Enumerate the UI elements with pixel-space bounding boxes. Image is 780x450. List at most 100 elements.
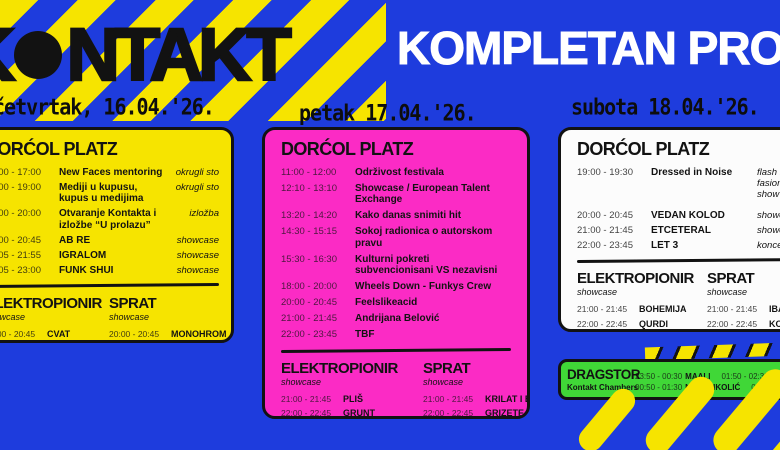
diagonal-stripes-decoration bbox=[0, 0, 386, 121]
sub-venues: ELEKTROPIONIR showcase 21:00 - 21:45 BOH… bbox=[577, 270, 780, 329]
day2-date-header: petak 17.04.'26. bbox=[299, 99, 477, 126]
event-time: 22:05 - 23:00 bbox=[0, 264, 41, 276]
venue-title-dorcol-platz: DORĆOL PLATZ bbox=[281, 139, 414, 159]
main-event-list: 16:00 - 17:00 New Faces mentoring okrugl… bbox=[0, 167, 219, 277]
day1-program-card: DORĆOL PLATZ 16:00 - 17:00 New Faces men… bbox=[0, 127, 234, 343]
event-time: 20:00 - 20:45 bbox=[281, 297, 337, 309]
event-tag: showcase bbox=[757, 209, 780, 221]
event-time: 14:30 - 15:15 bbox=[281, 226, 337, 238]
event-name: GRIZETE bbox=[485, 408, 525, 419]
event-row: 16:00 - 17:00 New Faces mentoring okrugl… bbox=[0, 167, 219, 179]
kontakt-chambers-venue: Kontakt Chambers bbox=[567, 382, 639, 392]
event-name: Dressed in Noise bbox=[651, 166, 733, 178]
event-time: 18:00 - 19:00 bbox=[0, 181, 41, 193]
event-row: 13:20 - 14:20 Kako danas snimiti hit bbox=[281, 210, 511, 222]
event-tag: izložba bbox=[189, 208, 219, 220]
sub-venue-label: showcase bbox=[577, 287, 618, 298]
day2-program-card: DORĆOL PLATZ 11:00 - 12:00 Održivost fes… bbox=[262, 127, 530, 419]
logo-letters-rest: NTAKT bbox=[65, 13, 293, 96]
event-name: Wheels Down - Funkys Crew bbox=[355, 281, 492, 293]
event-name: Showcase / European Talent Exchange bbox=[355, 182, 490, 206]
sub-venue-title: ELEKTROPIONIR bbox=[0, 295, 102, 313]
event-row: 20:00 - 20:45 MONOHROM bbox=[109, 329, 231, 340]
sub-venue-title: SPRAT bbox=[423, 359, 471, 377]
event-row: 22:00 - 23:45 TBF bbox=[281, 329, 511, 341]
sub-event-list: 20:00 - 20:45 CVAT 21:00 - 21:45 JIMMY F… bbox=[0, 329, 109, 340]
sub-venue-label: showcase bbox=[423, 376, 464, 387]
event-time: 20:00 - 20:45 bbox=[0, 234, 41, 246]
event-row: 21:00 - 21:45 ETCETERAL showcase bbox=[577, 225, 780, 237]
event-time: 13:20 - 14:20 bbox=[281, 210, 337, 222]
event-time: 00:50 - 01:30 bbox=[635, 382, 683, 392]
sub-venue-elektropionir: ELEKTROPIONIR showcase 21:00 - 21:45 PLI… bbox=[281, 359, 423, 419]
event-row: 19:00 - 19:30 Dressed in Noise flash mob… bbox=[577, 167, 780, 200]
event-row: 22:00 - 22:45 GRUNT bbox=[281, 408, 423, 419]
event-row: 15:30 - 16:30 Kulturni pokreti subvencio… bbox=[281, 254, 511, 277]
event-name: AB RE bbox=[59, 234, 91, 246]
event-name: New Faces mentoring bbox=[59, 166, 163, 178]
sub-venue-title: ELEKTROPIONIR bbox=[281, 359, 398, 377]
divider-line bbox=[576, 258, 780, 264]
event-name: KORKA bbox=[769, 318, 780, 329]
event-name: KRILAT I BEO bbox=[485, 393, 527, 404]
event-tag: showcase bbox=[176, 234, 219, 246]
event-name: IBAR bbox=[769, 304, 780, 315]
event-row: 21:00 - 21:45 BOHEMIJA bbox=[577, 304, 707, 314]
day3-date-header: subota 18.04.'26. bbox=[571, 93, 760, 120]
sub-venue-label: showcase bbox=[707, 287, 748, 298]
event-time: 22:00 - 22:45 bbox=[707, 318, 758, 329]
sub-venue-elektropionir: ELEKTROPIONIR showcase 20:00 - 20:45 CVA… bbox=[0, 295, 109, 340]
event-tag: okrugli sto bbox=[175, 181, 219, 193]
sub-venue-sprat: SPRAT showcase 21:00 - 21:45 IBAR 22:00 … bbox=[707, 270, 780, 329]
event-time: 22:00 - 23:45 bbox=[577, 239, 633, 251]
sub-venue-label: showcase bbox=[0, 312, 26, 323]
sub-venue-label: showcase bbox=[281, 376, 322, 387]
event-row: 21:00 - 21:45 Andrijana Belović bbox=[281, 313, 511, 325]
dragstor-venue: DRAGSTOR bbox=[567, 366, 641, 382]
event-row: 21:00 - 21:45 IBAR bbox=[707, 304, 780, 314]
event-tag: koncert bbox=[757, 239, 780, 251]
event-tag: flash mob fasion show bbox=[757, 166, 780, 200]
venue-title-dorcol-platz: DORĆOL PLATZ bbox=[577, 139, 710, 159]
event-name: VEDAN KOLOD bbox=[651, 209, 725, 221]
sub-venue-title: SPRAT bbox=[707, 270, 755, 288]
event-name: QURDI bbox=[639, 318, 668, 329]
sub-venue-elektropionir: ELEKTROPIONIR showcase 21:00 - 21:45 BOH… bbox=[577, 270, 707, 329]
sub-venue-sprat: SPRAT showcase 21:00 - 21:45 KRILAT I BE… bbox=[423, 359, 527, 419]
sub-event-list: 21:00 - 21:45 KRILAT I BEO 22:00 - 22:45… bbox=[423, 393, 527, 419]
event-time: 19:00 - 19:30 bbox=[577, 166, 633, 178]
event-time: 15:30 - 16:30 bbox=[281, 253, 337, 265]
event-name: Feelslikeacid bbox=[355, 297, 418, 309]
event-name: Održivost festivala bbox=[355, 166, 444, 178]
event-row: 21:00 - 21:45 KRILAT I BEO bbox=[423, 393, 527, 404]
event-time: 20:00 - 20:45 bbox=[0, 329, 36, 340]
sub-venue-title: SPRAT bbox=[109, 295, 157, 313]
sub-venue-title: ELEKTROPIONIR bbox=[577, 270, 694, 288]
event-row: 21:05 - 21:55 IGRALOM showcase bbox=[0, 250, 219, 262]
event-row: 20:00 - 20:45 AB RE showcase bbox=[0, 235, 219, 247]
event-time: 21:00 - 21:45 bbox=[577, 304, 628, 315]
dragstor-row: DRAGSTOR 23:50 - 00:30 MAALI 01:50 - 02:… bbox=[567, 367, 780, 382]
event-name: MONOHROM bbox=[171, 329, 227, 340]
event-row: 20:00 - 20:45 CVAT bbox=[0, 329, 109, 339]
event-time: 22:00 - 22:45 bbox=[577, 318, 628, 329]
event-time: 22:00 - 22:45 bbox=[423, 408, 474, 419]
day3-program-card: DORĆOL PLATZ 19:00 - 19:30 Dressed in No… bbox=[558, 127, 780, 332]
logo-letter-k: K bbox=[0, 16, 17, 93]
event-name: BOHEMIJA bbox=[639, 304, 687, 315]
event-name: CVAT bbox=[47, 329, 71, 340]
event-row: 18:00 - 20:00 Wheels Down - Funkys Crew bbox=[281, 281, 511, 293]
event-row: 11:00 - 12:00 Održivost festivala bbox=[281, 167, 511, 179]
main-event-list: 11:00 - 12:00 Održivost festivala 12:10 … bbox=[281, 167, 511, 341]
event-time: 20:00 - 20:45 bbox=[577, 209, 633, 221]
event-row: 18:00 - 19:00 Mediji u kupusu, kupus u m… bbox=[0, 182, 219, 205]
event-time: 22:00 - 22:45 bbox=[281, 408, 332, 419]
event-name: ETCETERAL bbox=[651, 224, 711, 236]
event-tag: showcase bbox=[757, 224, 780, 236]
event-time: 12:10 - 13:10 bbox=[281, 182, 337, 194]
event-row: 22:00 - 22:45 QURDI bbox=[577, 319, 707, 329]
divider-line bbox=[280, 347, 512, 353]
event-name: GRUNT bbox=[343, 408, 375, 419]
event-tag: showcase bbox=[176, 249, 219, 261]
